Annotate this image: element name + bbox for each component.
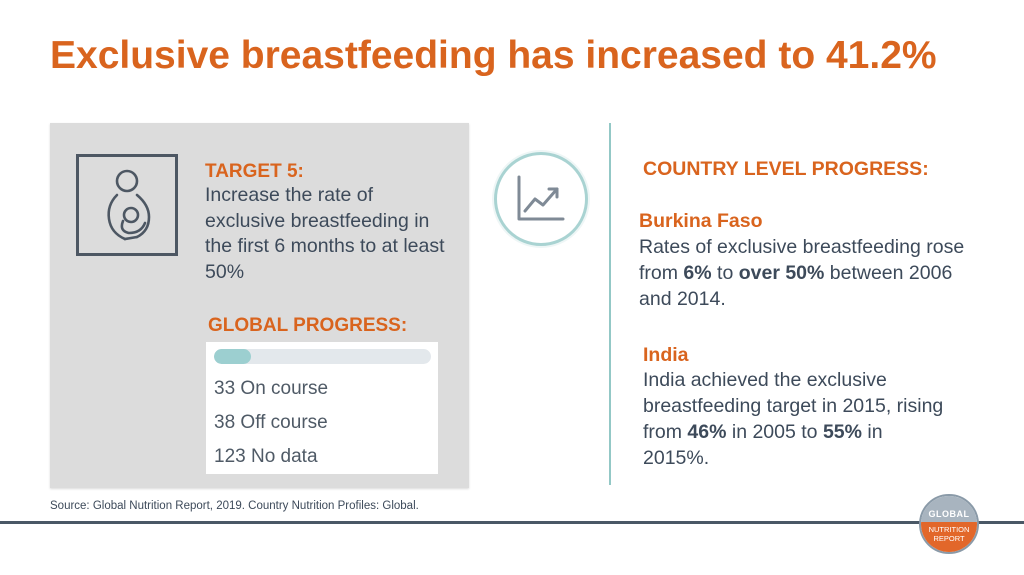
burkina-start-value: 6% [683, 262, 712, 284]
vertical-divider [609, 123, 611, 485]
target-heading: TARGET 5: [205, 161, 304, 182]
country-name-india: India [643, 344, 689, 366]
mother-baby-icon [76, 154, 178, 256]
no-data-count: 123 No data [214, 446, 318, 467]
footer-rule [0, 521, 1024, 524]
progress-bar-fill [214, 349, 251, 364]
burkina-end-value: over 50% [738, 262, 825, 284]
target-panel: TARGET 5: Increase the rate of exclusive… [50, 123, 469, 488]
on-course-count: 33 On course [214, 378, 329, 399]
page-title: Exclusive breastfeeding has increased to… [50, 34, 937, 77]
global-progress-card: 33 On course 38 Off course 123 No data [206, 342, 438, 474]
india-start-value: 46% [687, 421, 727, 443]
source-note: Source: Global Nutrition Report, 2019. C… [50, 500, 419, 512]
india-end-value: 55% [822, 421, 862, 443]
country-text-burkina-faso: Rates of exclusive breastfeeding rose fr… [639, 236, 965, 310]
off-course-count: 38 Off course [214, 412, 328, 433]
global-nutrition-report-logo: GLOBAL NUTRITION REPORT [919, 494, 979, 554]
country-name-burkina-faso: Burkina Faso [639, 210, 763, 232]
progress-bar [214, 349, 431, 364]
country-progress-heading: COUNTRY LEVEL PROGRESS: [643, 158, 929, 180]
country-text-india: India achieved the exclusive breastfeedi… [643, 369, 944, 469]
line-chart-icon [494, 152, 588, 246]
target-description: Increase the rate of exclusive breastfee… [205, 184, 445, 283]
global-progress-heading: GLOBAL PROGRESS: [208, 315, 408, 336]
